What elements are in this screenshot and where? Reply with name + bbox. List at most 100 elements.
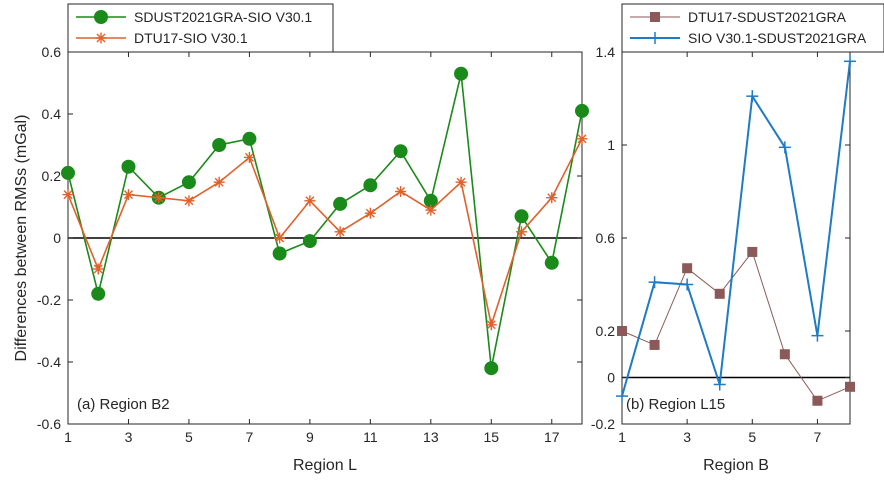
panel-a-legend-box [67,3,334,53]
data-point [713,378,726,391]
data-point [183,195,195,207]
series-line-1 [621,250,851,402]
y-tick-label: -0.2 [37,292,61,308]
data-point [649,339,660,350]
y-tick-label: 0.6 [596,230,616,246]
data-point [61,165,75,180]
data-point [616,390,628,403]
data-point [92,263,104,275]
x-tick-label: 17 [544,429,560,445]
data-point [778,141,791,154]
data-point [274,232,286,244]
panel-a-y-axis-label: Differences between RMSs (mGal) [13,115,30,362]
data-point [484,361,499,376]
x-tick-label: 7 [814,429,822,445]
legend-marker [95,32,107,44]
data-point [334,226,346,238]
data-point [395,186,407,197]
data-point [714,288,725,299]
data-point [576,133,588,145]
data-point [485,319,497,331]
y-tick-label: 0.6 [42,44,62,60]
x-tick-label: 3 [683,429,691,445]
data-point [455,176,467,188]
data-point [844,55,856,68]
data-point [122,189,134,201]
data-point [425,204,437,216]
data-point [181,175,196,190]
data-point [213,176,225,188]
panel-b-y-ticks: -0.2 0 0.2 0.6 1 1.4 [591,44,850,432]
y-tick-label: -0.6 [37,416,61,432]
data-point [648,276,661,289]
panel-b-series [616,55,856,406]
legend-label: SIO V30.1-SDUST2021GRA [688,30,867,46]
panel-a-y-ticks: -0.6 -0.4 -0.2 0 0.2 0.4 0.6 [37,44,582,432]
y-tick-label: 1.4 [596,44,616,60]
panel-b-x-ticks: 1 3 5 7 [618,52,822,445]
x-tick-label: 1 [618,429,626,445]
panel-b-annotation: (b) Region L15 [626,396,725,413]
data-point [242,131,257,146]
panel-a-annotation: (a) Region B2 [77,396,170,413]
x-tick-label: 5 [748,429,756,445]
y-tick-label: 0.4 [42,106,62,122]
data-point [62,189,74,201]
data-point [153,192,165,204]
y-tick-label: 0.2 [42,168,62,184]
panel-a-legend: SDUST2021GRA-SIO V30.1 DTU17-SIO V30.1 [67,3,334,53]
data-point [681,278,694,291]
data-point [682,263,693,274]
x-tick-label: 11 [363,429,378,445]
y-tick-label: 0 [607,370,615,386]
panel-b-legend-box [621,3,884,53]
x-tick-label: 1 [64,429,72,445]
data-point [302,234,317,249]
y-tick-label: -0.4 [37,354,61,370]
data-point [812,395,823,406]
legend-marker [650,12,660,22]
data-point [304,195,316,207]
panel-b-x-axis-label: Region B [703,457,769,474]
legend-label: SDUST2021GRA-SIO V30.1 [134,9,312,25]
x-tick-label: 3 [125,429,133,445]
legend-marker [94,10,108,24]
data-point [514,209,529,224]
panel-a: -0.6-0.4-0.200.20.40.6 1 3 5 7 9 11 13 15 17 Reg… [13,3,589,474]
data-point [575,103,589,118]
y-tick-label: 0 [53,230,61,246]
legend-label: DTU17-SDUST2021GRA [688,9,847,25]
data-point [91,286,106,301]
data-point [212,138,227,152]
legend-marker [649,32,661,44]
panel-b: -0.2 0 0.2 0.6 1 1.4 1 3 5 7 Region B (b) Region… [591,3,884,474]
panel-a-series [61,66,589,376]
data-point [121,159,136,174]
series-line-1 [67,73,583,369]
y-tick-label: -0.2 [591,416,615,432]
panel-a-x-ticks: 1 3 5 7 9 11 13 15 17 [64,52,560,445]
data-point [393,144,408,159]
y-tick-label: 0.2 [596,323,616,339]
x-tick-label: 13 [423,429,439,445]
x-tick-label: 15 [484,429,500,445]
data-point [333,196,348,211]
data-point [516,226,528,238]
panel-a-x-axis-label: Region L [293,457,357,474]
data-point [617,326,627,336]
legend-label: DTU17-SIO V30.1 [134,30,248,46]
x-tick-label: 9 [306,429,314,445]
data-point [272,246,287,261]
data-point [546,192,558,204]
data-point [243,151,255,163]
data-point [544,255,559,270]
data-point [747,246,758,257]
panel-b-legend: DTU17-SDUST2021GRA SIO V30.1-SDUST2021GRA [621,3,884,53]
y-tick-label: 1 [607,137,615,153]
x-tick-label: 5 [185,429,193,445]
data-point [454,66,469,81]
data-point [746,90,759,103]
data-point [364,207,376,219]
